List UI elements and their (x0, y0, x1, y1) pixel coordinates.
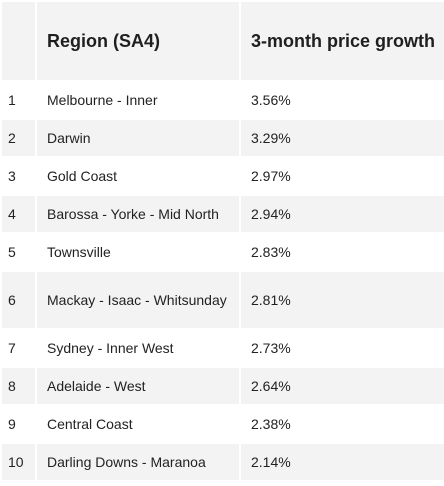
rank-cell: 10 (2, 444, 35, 480)
table-row: 1 Melbourne - Inner 3.56% (2, 82, 444, 118)
region-cell: Melbourne - Inner (37, 82, 239, 118)
region-cell: Townsville (37, 234, 239, 270)
growth-cell: 2.83% (241, 234, 444, 270)
region-cell: Sydney - Inner West (37, 330, 239, 366)
region-cell: Darwin (37, 120, 239, 156)
region-cell: Mackay - Isaac - Whitsunday (37, 272, 239, 328)
rank-cell: 9 (2, 406, 35, 442)
region-cell: Darling Downs - Maranoa (37, 444, 239, 480)
growth-cell: 2.94% (241, 196, 444, 232)
header-growth: 3-month price growth (241, 2, 444, 80)
rank-cell: 5 (2, 234, 35, 270)
table-row: 10 Darling Downs - Maranoa 2.14% (2, 444, 444, 480)
table-row: 5 Townsville 2.83% (2, 234, 444, 270)
growth-cell: 2.64% (241, 368, 444, 404)
table-row: 4 Barossa - Yorke - Mid North 2.94% (2, 196, 444, 232)
growth-cell: 2.81% (241, 272, 444, 328)
table-row: 6 Mackay - Isaac - Whitsunday 2.81% (2, 272, 444, 328)
table-row: 3 Gold Coast 2.97% (2, 158, 444, 194)
table-row: 2 Darwin 3.29% (2, 120, 444, 156)
rank-cell: 2 (2, 120, 35, 156)
growth-cell: 2.14% (241, 444, 444, 480)
table-row: 7 Sydney - Inner West 2.73% (2, 330, 444, 366)
growth-cell: 2.38% (241, 406, 444, 442)
rank-cell: 4 (2, 196, 35, 232)
rank-cell: 8 (2, 368, 35, 404)
region-cell: Gold Coast (37, 158, 239, 194)
rank-cell: 6 (2, 272, 35, 328)
region-cell: Central Coast (37, 406, 239, 442)
region-cell: Adelaide - West (37, 368, 239, 404)
growth-cell: 2.73% (241, 330, 444, 366)
growth-cell: 3.29% (241, 120, 444, 156)
growth-cell: 3.56% (241, 82, 444, 118)
table-header-row: Region (SA4) 3-month price growth (2, 2, 444, 80)
region-cell: Barossa - Yorke - Mid North (37, 196, 239, 232)
rank-cell: 3 (2, 158, 35, 194)
rank-cell: 7 (2, 330, 35, 366)
rank-cell: 1 (2, 82, 35, 118)
header-rank (2, 2, 35, 80)
header-region: Region (SA4) (37, 2, 239, 80)
table-row: 8 Adelaide - West 2.64% (2, 368, 444, 404)
growth-cell: 2.97% (241, 158, 444, 194)
table-row: 9 Central Coast 2.38% (2, 406, 444, 442)
